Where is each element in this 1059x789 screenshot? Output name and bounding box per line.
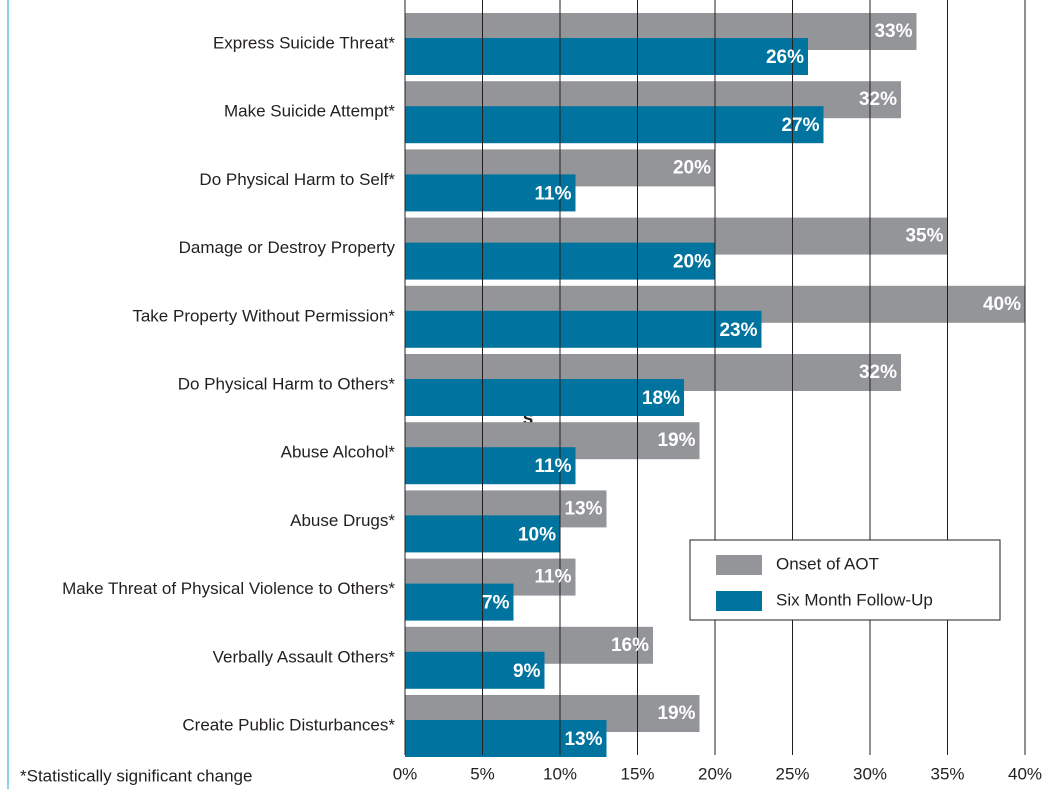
value-label: 9% bbox=[513, 661, 541, 682]
bar bbox=[405, 174, 576, 212]
grid bbox=[404, 0, 1026, 755]
bar bbox=[405, 720, 607, 757]
footnote: *Statistically significant change bbox=[20, 766, 252, 785]
y-tick-label: Verbally Assault Others* bbox=[213, 647, 396, 666]
bar bbox=[405, 447, 576, 485]
value-label: 32% bbox=[859, 89, 897, 110]
y-tick-label: Take Property Without Permission* bbox=[132, 306, 395, 325]
value-label: 16% bbox=[611, 635, 649, 656]
value-label: 11% bbox=[535, 456, 572, 477]
x-tick-label: 5% bbox=[470, 764, 495, 783]
y-tick-label: Abuse Drugs* bbox=[290, 511, 395, 530]
bar bbox=[405, 106, 824, 144]
bar bbox=[405, 651, 545, 689]
bar bbox=[405, 583, 514, 621]
value-label: 20% bbox=[673, 252, 711, 273]
x-tick-label: 0% bbox=[393, 764, 418, 783]
value-label: 11% bbox=[535, 183, 572, 204]
legend: Onset of AOT Six Month Follow-Up bbox=[689, 539, 1001, 621]
y-tick-label: Create Public Disturbances* bbox=[182, 715, 395, 734]
legend-label: Onset of AOT bbox=[776, 554, 879, 573]
value-label: 10% bbox=[518, 524, 556, 545]
y-tick-label: Abuse Alcohol* bbox=[281, 443, 396, 462]
value-label: 18% bbox=[642, 388, 680, 409]
legend-label: Six Month Follow-Up bbox=[776, 590, 933, 609]
x-tick-label: 35% bbox=[930, 764, 964, 783]
value-label: 40% bbox=[983, 294, 1021, 315]
value-label: 27% bbox=[781, 115, 819, 136]
bar bbox=[405, 38, 808, 75]
annotation: s bbox=[523, 408, 534, 429]
value-label: 35% bbox=[905, 226, 943, 247]
value-label: 32% bbox=[859, 362, 897, 383]
value-label: 11% bbox=[535, 567, 572, 588]
y-tick-label: Make Suicide Attempt* bbox=[224, 102, 395, 121]
y-tick-label: Do Physical Harm to Others* bbox=[178, 374, 396, 393]
y-tick-label: Make Threat of Physical Violence to Othe… bbox=[62, 579, 395, 598]
bar bbox=[405, 310, 762, 348]
x-tick-label: 20% bbox=[698, 764, 732, 783]
y-tick-label: Do Physical Harm to Self* bbox=[199, 170, 395, 189]
x-tick-label: 15% bbox=[620, 764, 654, 783]
legend-swatch bbox=[716, 555, 762, 575]
y-tick-label: Damage or Destroy Property bbox=[179, 238, 396, 257]
value-label: 20% bbox=[673, 157, 711, 178]
legend-swatch bbox=[716, 591, 762, 611]
value-label: 7% bbox=[482, 593, 510, 614]
value-label: 26% bbox=[766, 47, 804, 68]
value-label: 19% bbox=[657, 703, 695, 724]
value-label: 33% bbox=[874, 21, 912, 42]
x-tick-label: 30% bbox=[853, 764, 887, 783]
value-label: 13% bbox=[564, 498, 602, 519]
x-tick-label: 10% bbox=[543, 764, 577, 783]
value-label: 23% bbox=[719, 320, 757, 341]
value-label: 19% bbox=[657, 430, 695, 451]
y-tick-label: Express Suicide Threat* bbox=[213, 33, 395, 52]
value-label: 13% bbox=[564, 729, 602, 750]
x-tick-label: 40% bbox=[1008, 764, 1042, 783]
x-tick-label: 25% bbox=[775, 764, 809, 783]
bars bbox=[405, 13, 1025, 757]
